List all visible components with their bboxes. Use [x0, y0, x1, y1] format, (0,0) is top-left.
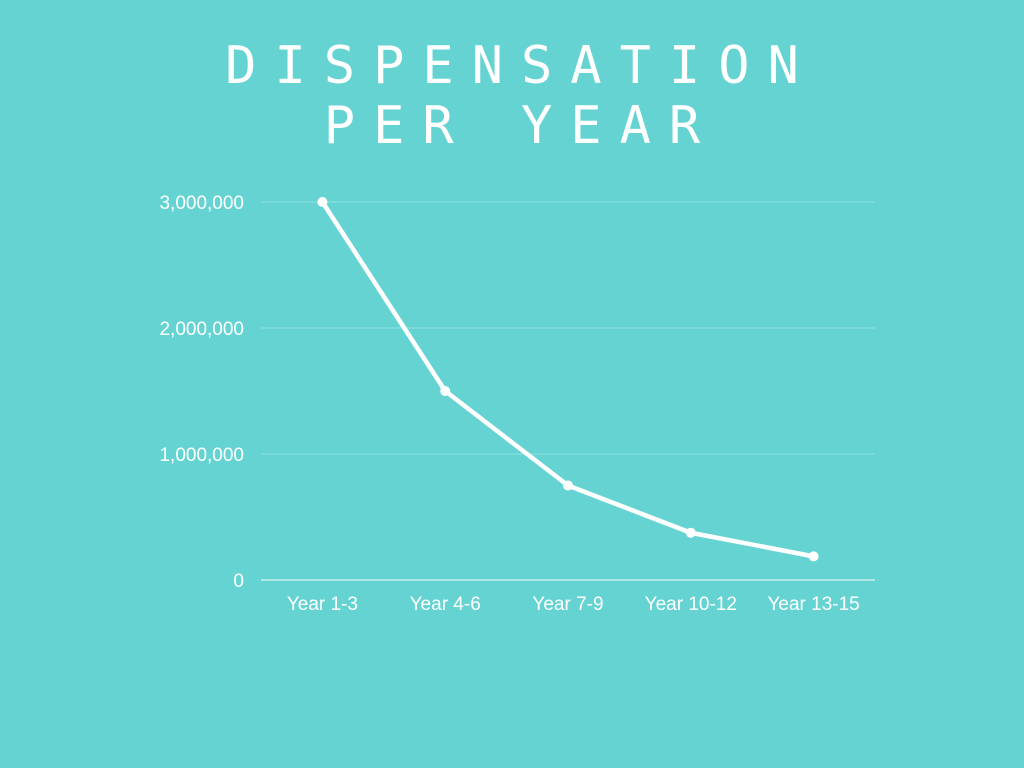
data-point — [317, 197, 328, 207]
chart-title: DISPENSATION PER YEAR — [0, 36, 1024, 156]
data-point — [685, 527, 696, 538]
y-tick-label: 2,000,000 — [159, 319, 244, 340]
data-point — [808, 551, 819, 562]
chart-title-line-1: DISPENSATION — [225, 36, 817, 96]
series-line — [320, 199, 816, 559]
data-point — [440, 386, 451, 396]
chart-title-line-2: PER YEAR — [323, 96, 719, 156]
x-tick-label: Year 7-9 — [532, 594, 603, 615]
data-point — [563, 480, 573, 491]
x-tick-label: Year 4-6 — [410, 594, 481, 615]
y-tick-label: 0 — [233, 571, 244, 592]
x-tick-label: Year 13-15 — [767, 594, 859, 615]
x-tick-label: Year 10-12 — [645, 594, 737, 615]
y-tick-label: 1,000,000 — [159, 445, 244, 466]
x-tick-label: Year 1-3 — [287, 594, 358, 615]
y-tick-label: 3,000,000 — [159, 193, 244, 214]
